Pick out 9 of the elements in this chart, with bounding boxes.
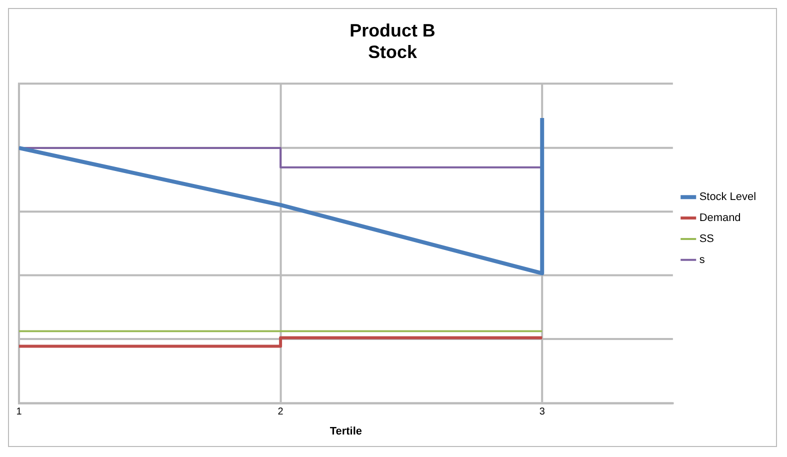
x-tick-label: 2 bbox=[278, 406, 284, 418]
x-axis-title: Tertile bbox=[330, 425, 362, 438]
legend-label: SS bbox=[699, 232, 714, 245]
legend-label: Demand bbox=[699, 212, 741, 224]
x-tick-label: 3 bbox=[539, 406, 546, 418]
legend-label: s bbox=[699, 254, 706, 266]
x-tick-label: 1 bbox=[16, 406, 22, 418]
legend-label: Stock Level bbox=[699, 191, 756, 204]
chart-title: Product B Stock bbox=[350, 20, 436, 62]
